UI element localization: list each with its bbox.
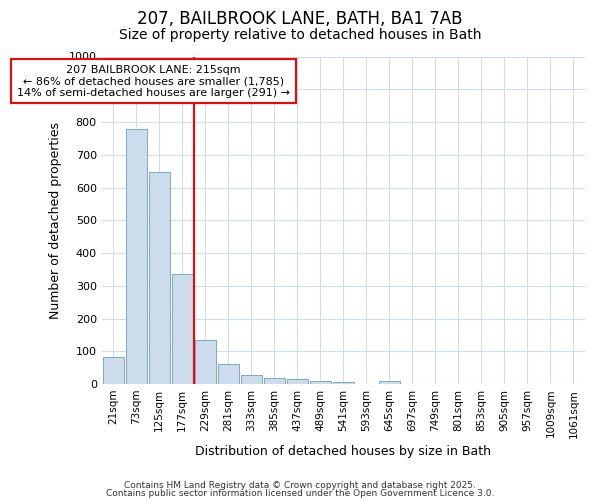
- Bar: [172, 274, 193, 384]
- Text: Contains public sector information licensed under the Open Government Licence 3.: Contains public sector information licen…: [106, 488, 494, 498]
- Bar: [126, 128, 146, 384]
- Text: 207 BAILBROOK LANE: 215sqm
← 86% of detached houses are smaller (1,785)
14% of s: 207 BAILBROOK LANE: 215sqm ← 86% of deta…: [17, 64, 290, 98]
- Bar: [287, 379, 308, 384]
- Bar: [333, 382, 353, 384]
- Bar: [218, 364, 239, 384]
- Bar: [264, 378, 284, 384]
- Text: Size of property relative to detached houses in Bath: Size of property relative to detached ho…: [119, 28, 481, 42]
- Bar: [149, 172, 170, 384]
- Text: 207, BAILBROOK LANE, BATH, BA1 7AB: 207, BAILBROOK LANE, BATH, BA1 7AB: [137, 10, 463, 28]
- Y-axis label: Number of detached properties: Number of detached properties: [49, 122, 62, 319]
- Bar: [195, 340, 215, 384]
- Text: Contains HM Land Registry data © Crown copyright and database right 2025.: Contains HM Land Registry data © Crown c…: [124, 481, 476, 490]
- X-axis label: Distribution of detached houses by size in Bath: Distribution of detached houses by size …: [196, 444, 491, 458]
- Bar: [379, 382, 400, 384]
- Bar: [103, 356, 124, 384]
- Bar: [241, 375, 262, 384]
- Bar: [310, 382, 331, 384]
